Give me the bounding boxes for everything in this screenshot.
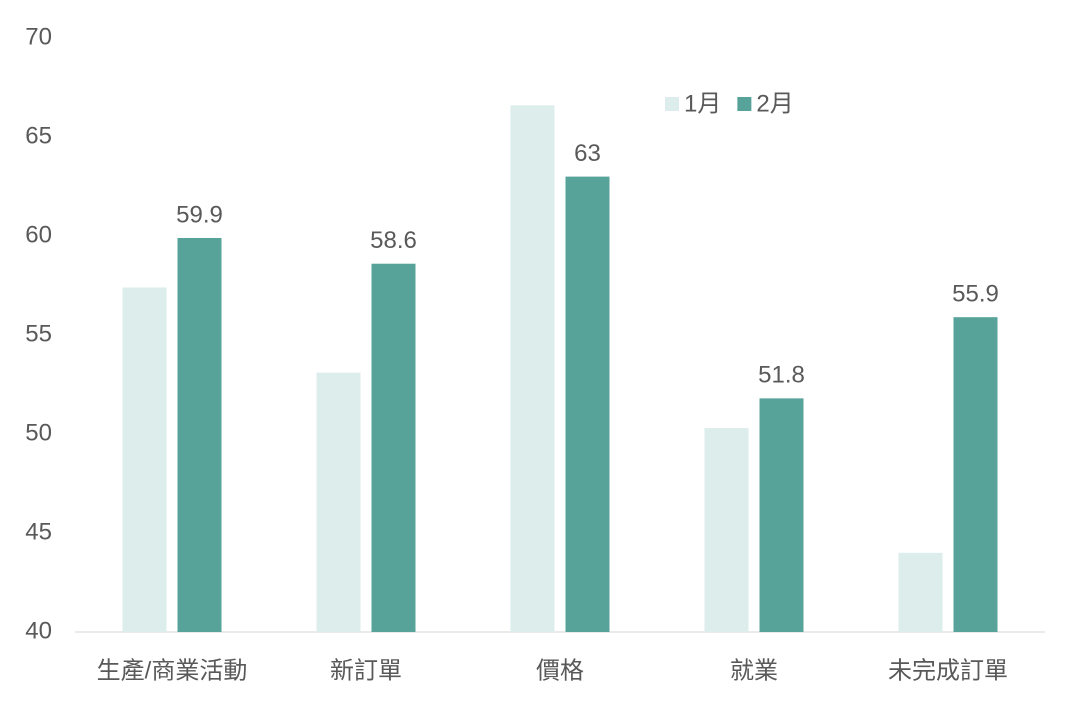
- y-tick-label: 55: [25, 320, 52, 347]
- bar: [898, 552, 943, 632]
- legend-swatch: [665, 97, 679, 111]
- y-tick-label: 65: [25, 122, 52, 149]
- bar: [759, 398, 804, 632]
- x-tick-label: 生產/商業活動: [97, 657, 248, 684]
- data-label: 58.6: [370, 227, 417, 254]
- legend-label: 1月: [684, 90, 721, 117]
- x-tick-label: 價格: [536, 657, 584, 684]
- x-tick-label: 未完成訂單: [888, 657, 1008, 684]
- bar: [371, 263, 416, 632]
- data-label: 59.9: [176, 201, 223, 228]
- bar: [565, 176, 610, 632]
- bar: [122, 287, 167, 632]
- bar: [316, 372, 361, 632]
- x-tick-label: 新訂單: [330, 657, 402, 684]
- y-tick-label: 70: [25, 23, 52, 50]
- bar: [510, 105, 555, 632]
- bar: [704, 428, 749, 632]
- data-label: 55.9: [952, 281, 999, 308]
- bar: [953, 317, 998, 632]
- legend-label: 2月: [756, 90, 793, 117]
- y-tick-label: 60: [25, 221, 52, 248]
- data-label: 63: [574, 140, 601, 167]
- y-tick-label: 50: [25, 419, 52, 446]
- data-label: 51.8: [758, 362, 805, 389]
- legend-swatch: [737, 97, 752, 111]
- bar: [177, 237, 222, 633]
- x-tick-label: 就業: [730, 657, 778, 684]
- y-tick-label: 45: [25, 518, 52, 545]
- y-tick-label: 40: [25, 617, 52, 644]
